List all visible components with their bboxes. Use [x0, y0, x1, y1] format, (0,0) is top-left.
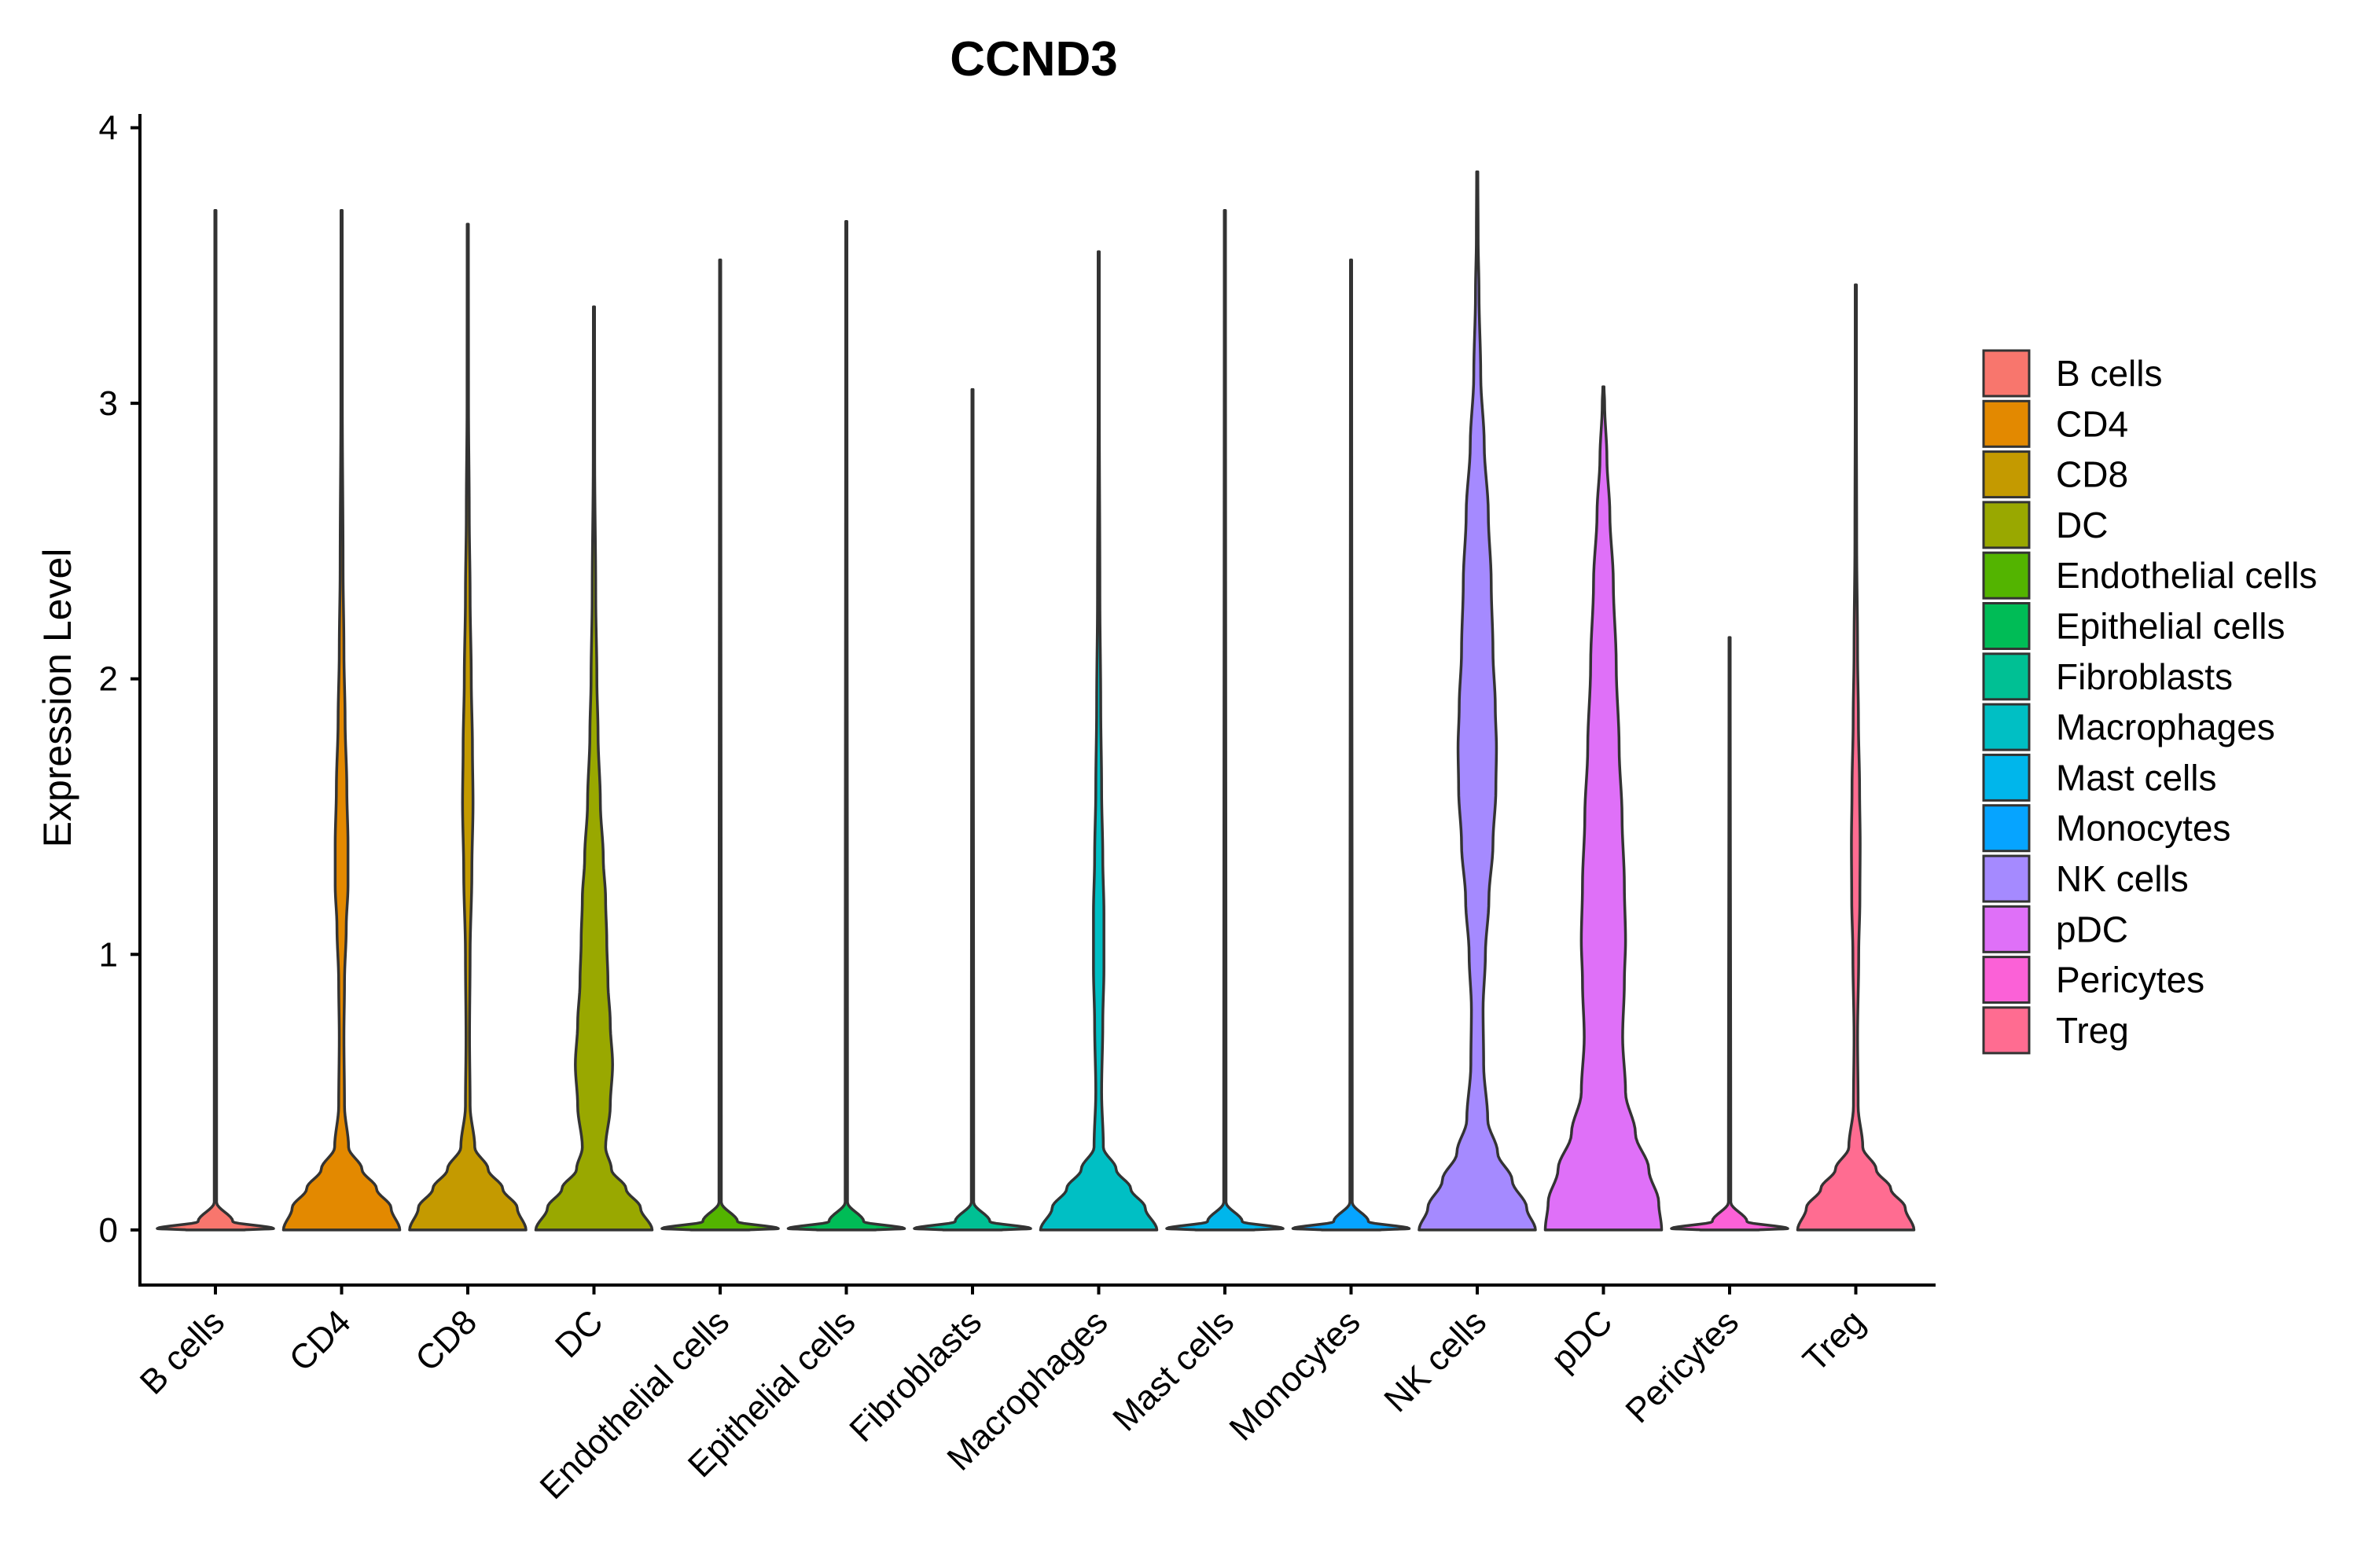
legend-swatch	[1982, 551, 2031, 600]
y-tick-label: 1	[99, 935, 118, 974]
legend-swatch	[1982, 349, 2031, 398]
y-axis-title: Expression Level	[35, 549, 79, 848]
x-tick-label: CD8	[408, 1302, 484, 1379]
violin-treg	[1796, 283, 1916, 1232]
legend-label: Monocytes	[2056, 808, 2230, 849]
y-tick-label: 4	[99, 109, 118, 148]
legend-label: Mast cells	[2056, 757, 2216, 798]
legend-label: Pericytes	[2056, 960, 2204, 1001]
legend-swatch	[1982, 450, 2031, 499]
legend-label: Macrophages	[2056, 707, 2275, 747]
legend-label: Epithelial cells	[2056, 606, 2285, 647]
legend-swatch	[1982, 652, 2031, 701]
y-tick-label: 0	[99, 1211, 118, 1250]
violin-pericytes	[1670, 636, 1789, 1232]
violin-mast-cells	[1165, 208, 1285, 1232]
legend-label: NK cells	[2056, 858, 2189, 899]
legend-label: DC	[2056, 505, 2108, 545]
y-tick-label: 2	[99, 660, 118, 699]
legend-swatch	[1982, 956, 2031, 1004]
x-tick-label: CD4	[282, 1302, 359, 1379]
chart-title: CCND3	[950, 32, 1118, 86]
violin-macrophages	[1039, 250, 1159, 1232]
legend-label: Endothelial cells	[2056, 555, 2317, 596]
x-tick-label: Monocytes	[1222, 1302, 1367, 1448]
legend-label: B cells	[2056, 353, 2162, 394]
x-tick-label: pDC	[1544, 1302, 1620, 1379]
legend-label: CD4	[2056, 403, 2128, 444]
y-ticks-group: 0 1 2 3 4	[99, 109, 140, 1250]
x-tick-label: Mast cells	[1105, 1302, 1241, 1438]
x-tick-label: Pericytes	[1618, 1302, 1746, 1430]
legend-label: Fibroblasts	[2056, 656, 2233, 697]
legend-swatch	[1982, 399, 2031, 448]
x-tick-label: B cells	[133, 1302, 232, 1401]
legend-swatch	[1982, 804, 2031, 853]
x-tick-label: DC	[548, 1302, 611, 1365]
legend-swatch	[1982, 501, 2031, 549]
legend-swatch	[1982, 753, 2031, 802]
legend-swatch	[1982, 854, 2031, 903]
legend-swatch	[1982, 1006, 2031, 1055]
violin-cd4	[281, 208, 402, 1232]
axes-group	[138, 114, 1936, 1287]
violin-nk-cells	[1417, 170, 1537, 1232]
violin-pdc	[1543, 385, 1664, 1232]
violins-group	[156, 170, 1916, 1232]
x-tick-label: Treg	[1796, 1302, 1872, 1379]
violin-monocytes	[1291, 259, 1411, 1232]
y-tick-label: 3	[99, 384, 118, 423]
violin-cd8	[408, 222, 528, 1232]
legend-swatch	[1982, 905, 2031, 953]
legend-label: pDC	[2056, 909, 2128, 949]
legend-swatch	[1982, 602, 2031, 650]
legend-label: CD8	[2056, 454, 2128, 495]
violin-b-cells	[156, 208, 275, 1232]
legend: B cells CD4 CD8 DC Endothelial cells Epitheli…	[1982, 349, 2317, 1055]
legend-swatch	[1982, 703, 2031, 751]
violin-fibroblasts	[913, 387, 1032, 1232]
x-tick-label: NK cells	[1377, 1302, 1494, 1419]
legend-label: Treg	[2056, 1010, 2129, 1051]
violin-epithelial-cells	[786, 219, 906, 1232]
violin-dc	[534, 305, 654, 1232]
violin-endothelial-cells	[660, 259, 780, 1232]
